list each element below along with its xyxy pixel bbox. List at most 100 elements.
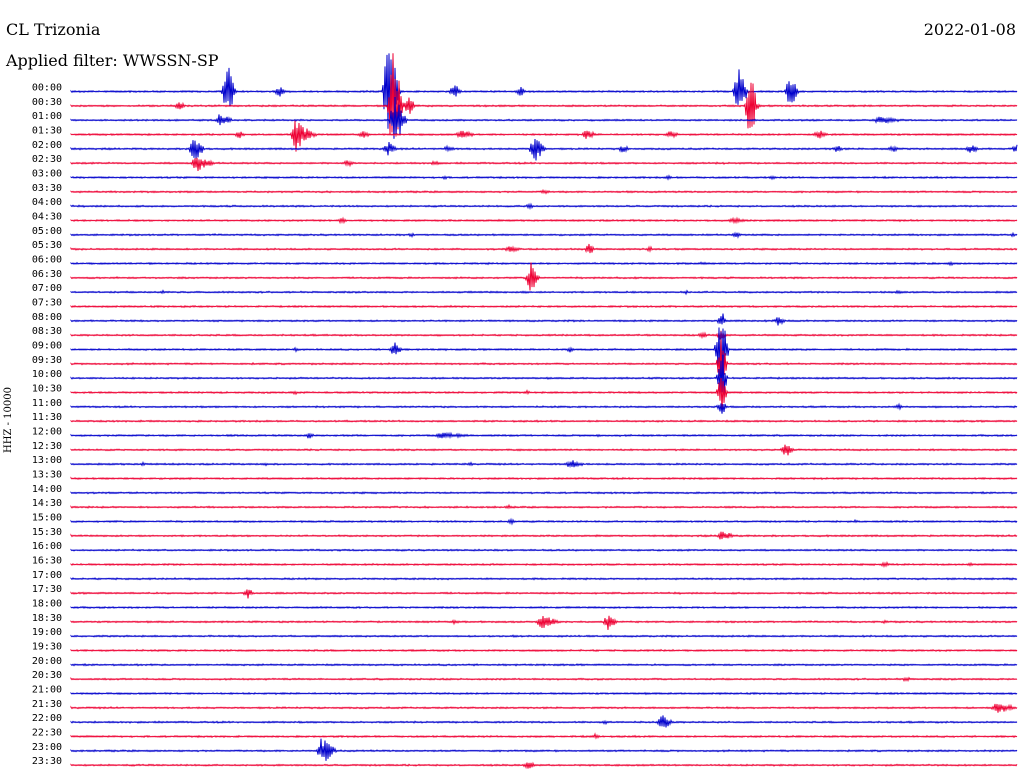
- time-label-0000: 00:00: [32, 83, 62, 94]
- time-label-1430: 14:30: [32, 498, 62, 509]
- time-label-1000: 10:00: [32, 369, 62, 380]
- time-label-2130: 21:30: [32, 699, 62, 710]
- trace-1500: [70, 517, 1018, 526]
- time-label-0400: 04:00: [32, 197, 62, 208]
- time-label-2330: 23:30: [32, 756, 62, 767]
- trace-2300: [70, 738, 1018, 761]
- trace-0630: [70, 262, 1018, 291]
- trace-0800: [70, 313, 1018, 326]
- time-label-1400: 14:00: [32, 484, 62, 495]
- time-label-1900: 19:00: [32, 627, 62, 638]
- trace-2130: [70, 703, 1018, 713]
- trace-0730: [70, 304, 1018, 309]
- trace-1530: [70, 531, 1018, 540]
- trace-2230: [70, 732, 1018, 740]
- time-label-2100: 21:00: [32, 685, 62, 696]
- trace-2000: [70, 662, 1018, 667]
- trace-1430: [70, 503, 1018, 510]
- time-label-0900: 09:00: [32, 341, 62, 352]
- time-label-0230: 02:30: [32, 154, 62, 165]
- time-label-2000: 20:00: [32, 656, 62, 667]
- trace-0830: [70, 330, 1018, 340]
- trace-1000: [70, 354, 1018, 397]
- trace-1800: [70, 605, 1018, 610]
- trace-1030: [70, 377, 1018, 412]
- trace-0700: [70, 289, 1018, 296]
- trace-1700: [70, 576, 1018, 581]
- time-label-1700: 17:00: [32, 570, 62, 581]
- trace-0000: [70, 53, 1018, 129]
- trace-0430: [70, 216, 1018, 225]
- time-label-0530: 05:30: [32, 240, 62, 251]
- trace-1230: [70, 444, 1018, 456]
- time-label-0300: 03:00: [32, 169, 62, 180]
- time-label-1230: 12:30: [32, 441, 62, 452]
- time-label-0930: 09:30: [32, 355, 62, 366]
- filter-label: Applied filter: WWSSN-SP: [6, 51, 219, 70]
- trace-0330: [70, 188, 1018, 195]
- time-label-0030: 00:30: [32, 97, 62, 108]
- trace-0530: [70, 243, 1018, 254]
- time-label-2230: 22:30: [32, 728, 62, 739]
- time-label-0130: 01:30: [32, 126, 62, 137]
- time-label-1100: 11:00: [32, 398, 62, 409]
- trace-1830: [70, 615, 1018, 630]
- time-label-0100: 01:00: [32, 111, 62, 122]
- time-label-2200: 22:00: [32, 713, 62, 724]
- time-label-1200: 12:00: [32, 427, 62, 438]
- time-label-1330: 13:30: [32, 470, 62, 481]
- time-label-1800: 18:00: [32, 599, 62, 610]
- trace-1900: [70, 634, 1018, 638]
- time-label-1930: 19:30: [32, 642, 62, 653]
- time-label-1830: 18:30: [32, 613, 62, 624]
- trace-0100: [70, 96, 1018, 139]
- trace-2100: [70, 691, 1018, 696]
- trace-2030: [70, 676, 1018, 683]
- trace-0500: [70, 231, 1018, 239]
- trace-1330: [70, 476, 1018, 481]
- time-label-1530: 15:30: [32, 527, 62, 538]
- time-label-0330: 03:30: [32, 183, 62, 194]
- trace-0200: [70, 138, 1018, 161]
- trace-0130: [70, 120, 1018, 152]
- trace-1130: [70, 419, 1018, 423]
- time-label-0430: 04:30: [32, 212, 62, 223]
- trace-0400: [70, 202, 1018, 211]
- time-label-0200: 02:00: [32, 140, 62, 151]
- trace-1600: [70, 548, 1018, 552]
- date-label: 2022-01-08: [923, 20, 1016, 39]
- time-label-0600: 06:00: [32, 255, 62, 266]
- trace-1730: [70, 589, 1018, 599]
- trace-0930: [70, 339, 1018, 391]
- trace-2330: [70, 761, 1018, 770]
- time-label-1030: 10:30: [32, 384, 62, 395]
- time-label-0800: 08:00: [32, 312, 62, 323]
- station-title: CL Trizonia: [6, 20, 101, 39]
- trace-2200: [70, 715, 1018, 728]
- trace-0230: [70, 157, 1018, 171]
- time-label-0730: 07:30: [32, 298, 62, 309]
- time-label-1130: 11:30: [32, 412, 62, 423]
- trace-1200: [70, 431, 1018, 439]
- trace-0900: [70, 327, 1018, 379]
- time-label-2300: 23:00: [32, 742, 62, 753]
- trace-1300: [70, 460, 1018, 469]
- trace-1100: [70, 402, 1018, 414]
- time-label-1600: 16:00: [32, 541, 62, 552]
- time-label-0500: 05:00: [32, 226, 62, 237]
- time-label-1300: 13:00: [32, 455, 62, 466]
- trace-0300: [70, 174, 1018, 181]
- time-label-2030: 20:30: [32, 670, 62, 681]
- trace-1630: [70, 561, 1018, 568]
- time-label-1730: 17:30: [32, 584, 62, 595]
- trace-1930: [70, 648, 1018, 653]
- time-label-0830: 08:30: [32, 326, 62, 337]
- time-label-1630: 16:30: [32, 556, 62, 567]
- trace-1400: [70, 490, 1018, 495]
- trace-0030: [70, 53, 1018, 137]
- time-label-0630: 06:30: [32, 269, 62, 280]
- trace-0600: [70, 260, 1018, 267]
- time-label-0700: 07:00: [32, 283, 62, 294]
- time-label-1500: 15:00: [32, 513, 62, 524]
